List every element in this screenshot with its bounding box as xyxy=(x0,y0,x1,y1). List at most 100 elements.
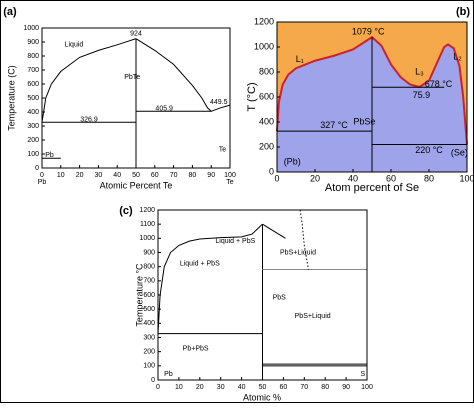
y-tick-label: 700 xyxy=(143,278,155,285)
x-tick-label: 80 xyxy=(424,173,434,183)
phase-line xyxy=(299,209,309,270)
annotation: 220 °C xyxy=(415,145,443,155)
y-tick-label: 500 xyxy=(143,306,155,313)
x-tick-label: 70 xyxy=(170,172,178,179)
annotation: 327 °C xyxy=(320,120,348,130)
y-tick-label: 1100 xyxy=(140,221,155,228)
x-axis-label: Atomic Percent Te xyxy=(100,180,173,190)
annotation: 75.9 xyxy=(413,90,431,100)
y-tick-label: 400 xyxy=(143,320,155,327)
panel-label: (c) xyxy=(119,205,133,217)
panel-label: (b) xyxy=(456,6,470,18)
annotation: Liquid + PbS xyxy=(180,261,220,268)
annotation: PbTe xyxy=(124,74,140,81)
y-tick-label: 800 xyxy=(143,264,155,271)
annotation: 326.9 xyxy=(80,117,98,124)
phase-line xyxy=(41,38,137,123)
y-tick-label: 900 xyxy=(143,249,155,256)
phase-line xyxy=(135,38,231,112)
phase-line xyxy=(276,35,468,145)
phase-line xyxy=(157,223,263,334)
x-tick-label: 30 xyxy=(95,172,103,179)
y-tick-label: 100 xyxy=(27,151,39,158)
annotation: 1079 °C xyxy=(352,26,385,36)
x-tick-label: 20 xyxy=(310,173,320,183)
annotation: 449.5 xyxy=(210,99,228,106)
y-tick-label: 200 xyxy=(259,141,274,151)
annotation: (Se) xyxy=(451,148,468,158)
y-tick-label: 500 xyxy=(27,95,39,102)
y-tick-label: 1000 xyxy=(23,25,39,32)
y-tick-label: 0 xyxy=(269,166,274,176)
x-tick-label: 60 xyxy=(386,173,396,183)
y-tick-label: 0 xyxy=(35,165,39,172)
annotation: Te xyxy=(226,179,234,186)
x-tick-label: 60 xyxy=(151,172,159,179)
x-tick-label: 30 xyxy=(217,384,225,391)
y-tick-label: 400 xyxy=(259,116,274,126)
y-tick-label: 1000 xyxy=(139,235,155,242)
x-tick-label: 100 xyxy=(361,384,373,391)
annotation: 405.9 xyxy=(155,105,173,112)
x-tick-label: 40 xyxy=(113,172,121,179)
y-tick-label: 200 xyxy=(27,137,39,144)
y-axis-label: Temperature °C xyxy=(134,263,144,327)
x-tick-label: 0 xyxy=(40,172,44,179)
x-tick-label: 20 xyxy=(76,172,84,179)
y-tick-label: 800 xyxy=(259,66,274,76)
y-tick-label: 100 xyxy=(143,363,155,370)
annotation: Te xyxy=(219,147,227,154)
annotation: PbS+Liquid xyxy=(295,313,331,320)
x-tick-label: 10 xyxy=(175,384,183,391)
x-tick-label: 50 xyxy=(132,172,140,179)
y-tick-label: 600 xyxy=(143,292,155,299)
y-tick-label: 400 xyxy=(27,109,39,116)
x-axis-label: Atomic % xyxy=(243,392,281,402)
y-tick-label: 300 xyxy=(143,334,155,341)
x-tick-label: 100 xyxy=(459,173,474,183)
y-tick-label: 0 xyxy=(151,377,155,384)
x-tick-label: 40 xyxy=(238,384,246,391)
annotation: PbS+Liquid xyxy=(280,249,316,256)
y-tick-label: 700 xyxy=(27,67,39,74)
x-tick-label: 70 xyxy=(300,384,308,391)
x-tick-label: 80 xyxy=(321,384,329,391)
y-tick-label: 600 xyxy=(259,91,274,101)
x-tick-label: 90 xyxy=(342,384,350,391)
annotation: L₂ xyxy=(453,51,462,61)
x-tick-label: 0 xyxy=(156,384,160,391)
annotation: (Pb) xyxy=(284,156,301,166)
annotation: Liquid xyxy=(65,42,84,49)
x-tick-label: 80 xyxy=(189,172,197,179)
annotation: Pb xyxy=(38,179,47,186)
annotation: 678 °C xyxy=(425,79,453,89)
y-tick-label: 1200 xyxy=(139,207,155,214)
panel-label: (a) xyxy=(3,6,17,18)
y-tick-label: 1200 xyxy=(254,16,274,26)
x-tick-label: 60 xyxy=(280,384,288,391)
annotation: Pb xyxy=(164,371,173,378)
y-axis-label: Temperature (C) xyxy=(6,65,16,131)
x-tick-label: 10 xyxy=(57,172,65,179)
x-tick-label: 90 xyxy=(207,172,215,179)
annotation: Pb+PbS xyxy=(183,346,209,353)
annotation: L₃ xyxy=(415,66,424,76)
annotation: L₁ xyxy=(296,54,304,64)
annotation: S xyxy=(360,371,365,378)
y-tick-label: 200 xyxy=(143,349,155,356)
y-tick-label: 1000 xyxy=(254,41,274,51)
y-axis-label: T (°C) xyxy=(246,82,258,111)
annotation: PbSe xyxy=(353,116,375,126)
x-tick-label: 50 xyxy=(259,384,267,391)
annotation: Liquid + PbS xyxy=(215,238,255,245)
x-axis-label: Atom percent of Se xyxy=(325,182,419,194)
x-tick-label: 0 xyxy=(274,173,279,183)
annotation: PbS xyxy=(273,295,287,302)
y-tick-label: 900 xyxy=(27,39,39,46)
x-tick-label: 100 xyxy=(224,172,236,179)
x-tick-label: 40 xyxy=(348,173,358,183)
x-tick-label: 20 xyxy=(196,384,204,391)
y-tick-label: 600 xyxy=(27,81,39,88)
annotation: 924 xyxy=(130,30,142,37)
